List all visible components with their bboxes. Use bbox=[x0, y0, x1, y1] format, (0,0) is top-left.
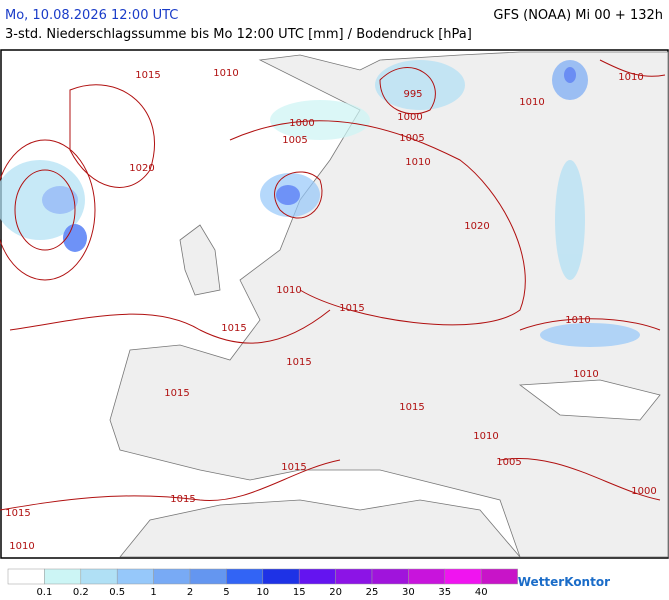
legend: 0.1 0.2 0.5 1 2 5 10 15 20 25 30 35 40 bbox=[7, 568, 518, 598]
isobar-label: 1015 bbox=[286, 357, 311, 368]
isobar-label: 1010 bbox=[573, 369, 598, 380]
legend-swatch bbox=[298, 568, 336, 585]
isobar-labels: 1015 1010 1010 1010 995 1000 1000 1005 1005 1010 1… bbox=[5, 68, 656, 552]
legend-label: 1 bbox=[150, 587, 156, 598]
legend-swatch bbox=[226, 568, 264, 585]
legend-label: 10 bbox=[256, 587, 269, 598]
legend-label: 5 bbox=[223, 587, 229, 598]
isobar-label: 1005 bbox=[282, 135, 307, 146]
isobar-label: 1000 bbox=[631, 486, 656, 497]
isobar-label: 1010 bbox=[519, 97, 544, 108]
legend-label: 30 bbox=[402, 587, 415, 598]
africa bbox=[119, 499, 521, 558]
isobar-label: 1010 bbox=[276, 285, 301, 296]
legend-swatch bbox=[408, 568, 446, 585]
legend-label: 0.5 bbox=[109, 587, 125, 598]
isobar-label: 1015 bbox=[281, 462, 306, 473]
legend-swatch bbox=[444, 568, 482, 585]
legend-swatch bbox=[153, 568, 191, 585]
isobar-label: 1010 bbox=[9, 541, 34, 552]
legend-swatch bbox=[262, 568, 300, 585]
legend-swatch bbox=[335, 568, 373, 585]
legend-label: 0.1 bbox=[36, 587, 52, 598]
legend-swatch bbox=[7, 568, 45, 585]
isobar-label: 1015 bbox=[164, 388, 189, 399]
legend-swatch bbox=[371, 568, 409, 585]
black-sea bbox=[518, 379, 661, 421]
isobars bbox=[0, 59, 666, 511]
isobar-label: 1020 bbox=[464, 221, 489, 232]
legend-label: 0.2 bbox=[73, 587, 89, 598]
map: 1015 1010 1010 1010 995 1000 1000 1005 1005 1010 1… bbox=[0, 49, 669, 559]
isobar-label: 1010 bbox=[213, 68, 238, 79]
legend-swatch bbox=[44, 568, 82, 585]
isobar-label: 1015 bbox=[5, 508, 30, 519]
legend-label: 25 bbox=[366, 587, 379, 598]
isobar-label: 1010 bbox=[618, 72, 643, 83]
isobar-label: 1015 bbox=[399, 402, 424, 413]
isobar-label: 1005 bbox=[399, 133, 424, 144]
precipitation bbox=[0, 60, 640, 347]
land bbox=[109, 51, 669, 558]
isobar-label: 1015 bbox=[221, 323, 246, 334]
isobar-label: 995 bbox=[403, 89, 422, 100]
isobar-label: 1015 bbox=[170, 494, 195, 505]
logo: WetterKontor bbox=[518, 575, 610, 589]
subtitle: 3-std. Niederschlagssumme bis Mo 12:00 U… bbox=[5, 27, 472, 42]
legend-label: 40 bbox=[475, 587, 488, 598]
legend-swatch bbox=[189, 568, 227, 585]
legend-label: 20 bbox=[329, 587, 342, 598]
legend-swatch bbox=[80, 568, 118, 585]
legend-label: 15 bbox=[293, 587, 306, 598]
britain bbox=[179, 224, 221, 296]
isobar-label: 1010 bbox=[473, 431, 498, 442]
legend-label: 35 bbox=[438, 587, 451, 598]
isobar-label: 1005 bbox=[496, 457, 521, 468]
model-label: GFS (NOAA) Mi 00 + 132h bbox=[493, 8, 663, 23]
isobar-label: 1015 bbox=[339, 303, 364, 314]
legend-swatch bbox=[480, 568, 518, 585]
isobar-label: 1015 bbox=[135, 70, 160, 81]
legend-label: 2 bbox=[187, 587, 193, 598]
isobar-label: 1000 bbox=[289, 118, 314, 129]
isobar-label: 1010 bbox=[405, 157, 430, 168]
isobar-label: 1010 bbox=[565, 315, 590, 326]
isobar-label: 1020 bbox=[129, 163, 154, 174]
date-label: Mo, 10.08.2026 12:00 UTC bbox=[5, 8, 178, 23]
isobar-label: 1000 bbox=[397, 112, 422, 123]
legend-swatch bbox=[116, 568, 154, 585]
